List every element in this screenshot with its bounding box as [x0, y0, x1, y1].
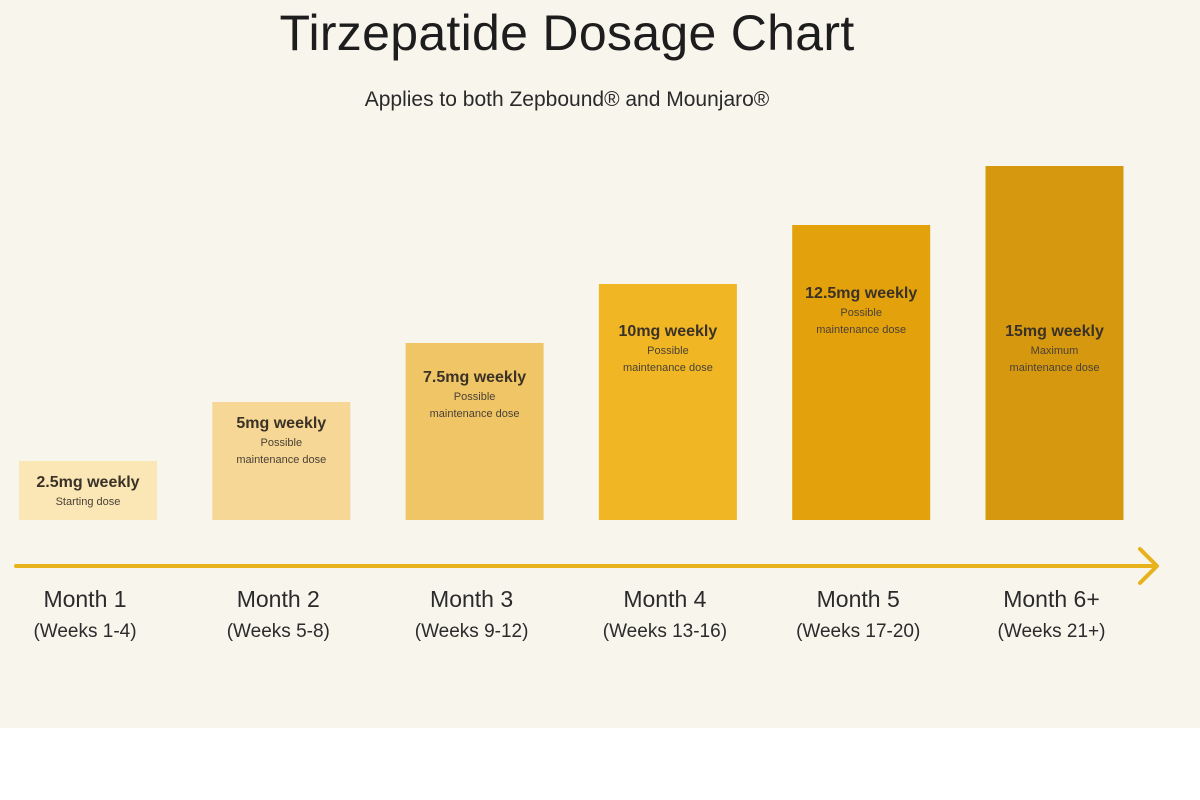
weeks-label: (Weeks 5-8) [227, 621, 330, 642]
dose-bar [212, 402, 351, 520]
dose-note: Possible [647, 345, 689, 357]
dose-note: Starting dose [56, 496, 121, 508]
dose-bar [405, 343, 544, 520]
month-label: Month 2 [237, 586, 320, 612]
timeline-arrow-head-icon [1138, 547, 1159, 585]
weeks-label: (Weeks 1-4) [33, 621, 136, 642]
month-label: Month 3 [430, 586, 513, 612]
dose-bar [19, 461, 157, 520]
dose-note: maintenance dose [430, 408, 520, 420]
dose-label: 12.5mg weekly [805, 285, 917, 302]
weeks-label: (Weeks 13-16) [603, 621, 727, 642]
month-label: Month 5 [817, 586, 900, 612]
dose-note: Maximum [1031, 345, 1079, 357]
weeks-label: (Weeks 21+) [998, 621, 1106, 642]
dose-label: 15mg weekly [1005, 323, 1104, 340]
month-label: Month 6+ [1003, 586, 1100, 612]
dose-bar [598, 284, 737, 520]
chart-subtitle: Applies to both Zepbound® and Mounjaro® [364, 88, 770, 111]
dose-note: maintenance dose [816, 324, 906, 336]
dose-note: Possible [840, 307, 882, 319]
dose-bar [792, 225, 931, 520]
month-label: Month 1 [43, 586, 126, 612]
dose-label: 10mg weekly [619, 323, 718, 340]
dose-note: Possible [261, 437, 303, 449]
dose-note: maintenance dose [623, 362, 713, 374]
dose-label: 7.5mg weekly [423, 369, 526, 386]
chart-title: Tirzepatide Dosage Chart [279, 5, 855, 61]
dose-note: Possible [454, 391, 496, 403]
dose-label: 5mg weekly [236, 415, 326, 432]
dose-note: maintenance dose [1010, 362, 1100, 374]
weeks-label: (Weeks 17-20) [796, 621, 920, 642]
dose-bar [985, 166, 1124, 520]
dose-label: 2.5mg weekly [36, 474, 139, 491]
chart-background: Tirzepatide Dosage Chart Applies to both… [0, 0, 1200, 728]
dosage-bar-chart: 2.5mg weekly Starting dose Month 1 (Weeks 1… [14, 166, 1159, 642]
weeks-label: (Weeks 9-12) [415, 621, 529, 642]
dose-note: maintenance dose [236, 454, 326, 466]
month-label: Month 4 [623, 586, 706, 612]
